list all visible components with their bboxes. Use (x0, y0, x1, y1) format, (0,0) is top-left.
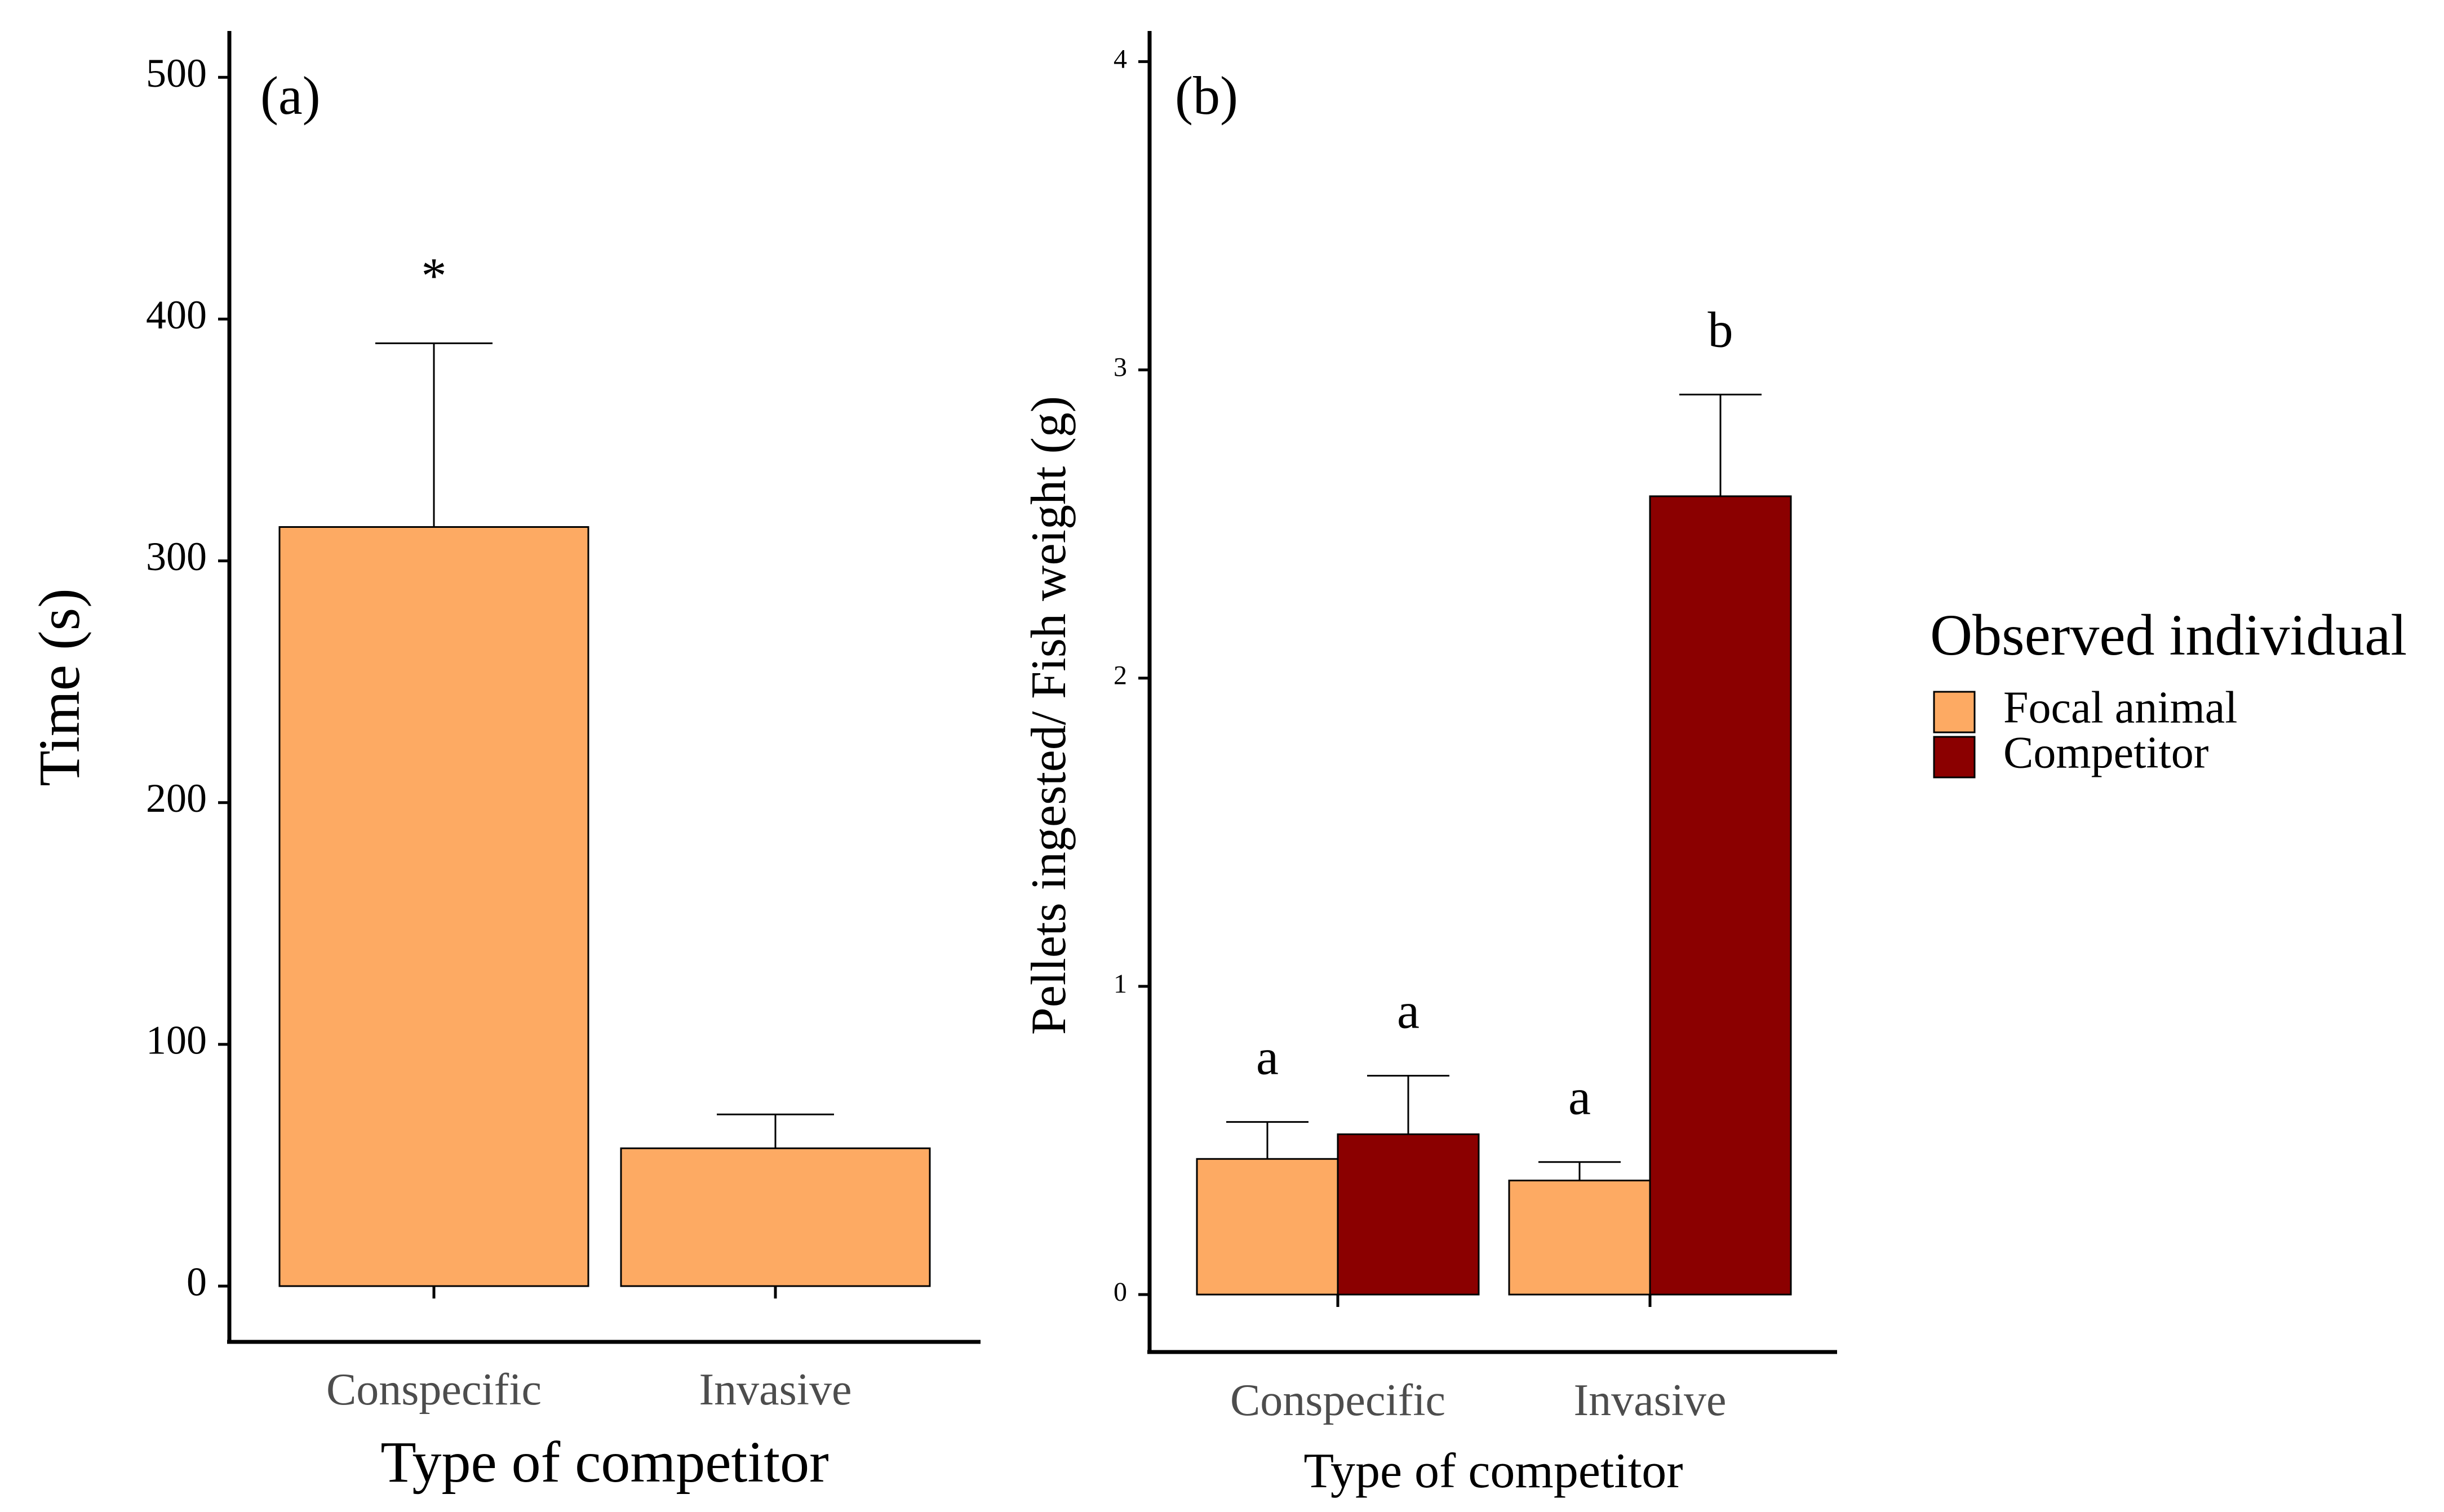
b-bar-0-1 (1508, 1180, 1651, 1296)
a-y-tick-label: 500 (146, 51, 207, 96)
b-y-tick-label: 1 (1114, 969, 1127, 999)
legend-swatch-1 (1933, 736, 1976, 779)
panel-a-label: (a) (260, 65, 321, 126)
b-y-tick-label: 2 (1114, 661, 1127, 691)
b-y-tick-label: 3 (1114, 353, 1127, 383)
b-significance-label: b (1708, 302, 1733, 358)
legend-label-0: Focal animal (2003, 683, 2237, 732)
panel-b-label: (b) (1175, 65, 1238, 126)
legend-swatch-0 (1933, 691, 1976, 733)
a-x-tick-label: Conspecific (326, 1365, 542, 1415)
panel-a: (a) Time (s) Type of competitor 0 100 200 3… (27, 31, 981, 1495)
b-x-tick-label: Conspecific (1230, 1376, 1445, 1425)
legend-title: Observed individual (1930, 603, 2407, 668)
a-y-tick-label: 200 (146, 776, 207, 821)
a-bar-0-0 (278, 526, 589, 1287)
a-y-tick-label: 100 (146, 1017, 207, 1062)
legend-label-1: Competitor (2003, 728, 2208, 777)
a-significance-label: * (422, 248, 447, 304)
legend: Observed individual Focal animalCompetit… (1930, 603, 2407, 779)
b-significance-label: a (1397, 984, 1420, 1039)
b-significance-label: a (1568, 1070, 1591, 1126)
panel-b-y-axis-title: Pellets ingested/ Fish weight (g) (1022, 396, 1076, 1035)
panel-a-x-axis-title: Type of competitor (380, 1430, 829, 1495)
a-x-tick-label: Invasive (699, 1365, 851, 1415)
b-bar-1-1 (1649, 495, 1792, 1296)
b-bar-0-0 (1196, 1158, 1339, 1296)
b-y-tick-label: 0 (1114, 1277, 1127, 1307)
b-x-tick-label: Invasive (1573, 1376, 1726, 1425)
panel-b-x-axis-title: Type of competitor (1303, 1444, 1683, 1498)
b-significance-label: a (1256, 1030, 1279, 1086)
a-y-tick-label: 400 (146, 292, 207, 337)
a-y-tick-label: 300 (146, 534, 207, 579)
a-y-tick-label: 0 (187, 1260, 207, 1305)
panel-a-y-axis-title: Time (s) (27, 588, 92, 786)
b-bar-1-0 (1337, 1133, 1480, 1296)
panel-b: (b) Pellets ingested/ Fish weight (g) Ty… (1022, 31, 1837, 1498)
b-y-tick-label: 4 (1114, 44, 1127, 74)
a-bar-0-1 (620, 1147, 931, 1287)
